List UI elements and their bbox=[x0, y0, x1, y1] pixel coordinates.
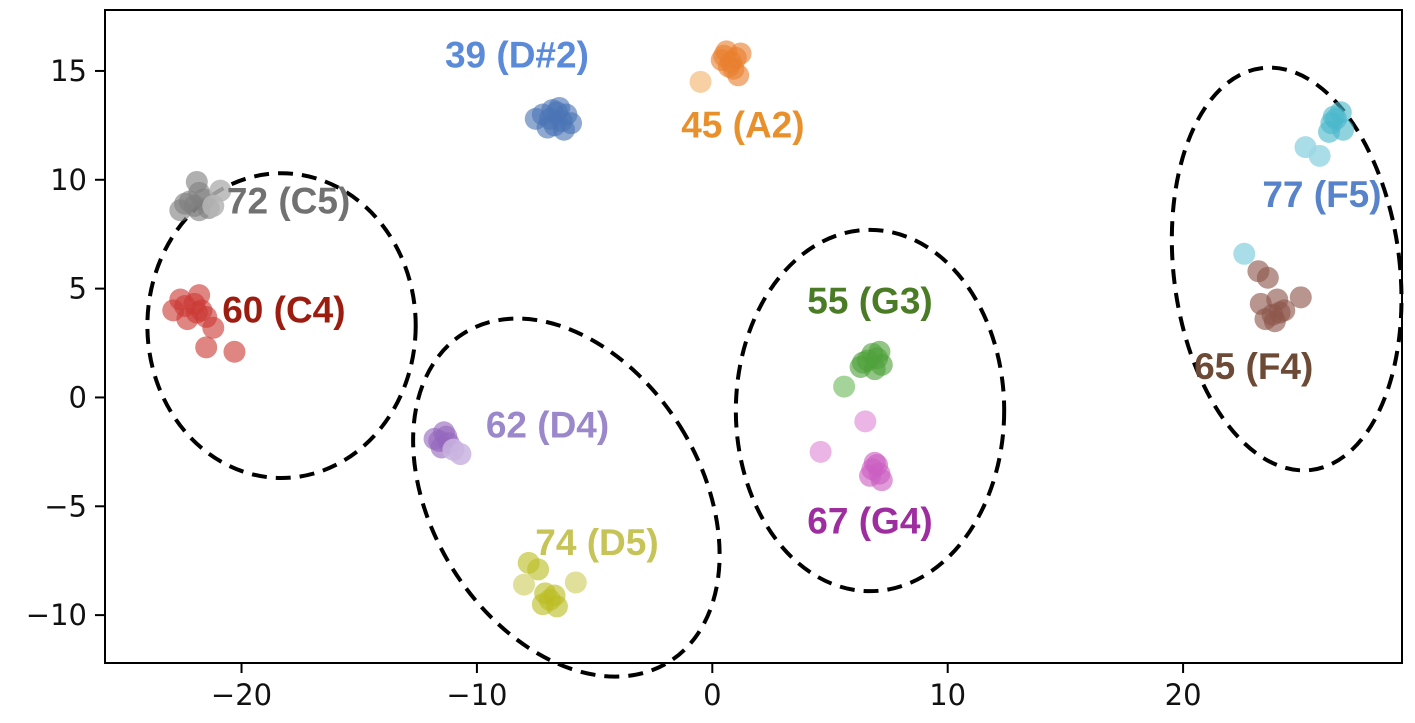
point-65-3 bbox=[1249, 292, 1272, 315]
cluster-label-74: 74 (D5) bbox=[535, 522, 658, 563]
ellipse-layer bbox=[145, 65, 1404, 679]
point-72-10 bbox=[169, 199, 192, 222]
cluster-label-67: 67 (G4) bbox=[807, 500, 932, 541]
plot-frame bbox=[104, 9, 1403, 664]
point-77-7 bbox=[1308, 144, 1331, 167]
x-tick-label-3: 10 bbox=[929, 678, 966, 712]
cluster-ellipse-2 bbox=[411, 316, 722, 679]
y-tick-label-4: 10 bbox=[50, 163, 87, 197]
point-72-9 bbox=[202, 194, 225, 217]
point-77-5 bbox=[1318, 120, 1341, 143]
x-tick-label-2: 0 bbox=[703, 678, 721, 712]
axes-layer: −20 −10 0 10 20 −10 −5 0 5 10 15 bbox=[26, 9, 1403, 712]
y-tick-label-0: −10 bbox=[26, 598, 87, 632]
x-tick-label-0: −20 bbox=[211, 678, 272, 712]
point-67-5 bbox=[866, 453, 889, 476]
point-74-4 bbox=[527, 558, 550, 581]
point-60-8 bbox=[195, 336, 218, 359]
point-39-10 bbox=[553, 118, 576, 141]
point-65-9 bbox=[1263, 310, 1286, 333]
point-62-5 bbox=[432, 421, 455, 444]
point-60-4 bbox=[188, 284, 211, 307]
point-55-7 bbox=[833, 375, 856, 398]
point-67-6 bbox=[809, 440, 832, 463]
x-tick-label-1: −10 bbox=[446, 678, 507, 712]
cluster-label-77: 77 (F5) bbox=[1262, 174, 1381, 215]
cluster-label-layer: 39 (D#2) 45 (A2) 72 (C5) 60 (C4) 62 (D4) 74 (… bbox=[222, 35, 1381, 564]
cluster-label-65: 65 (F4) bbox=[1194, 346, 1313, 387]
point-62-7 bbox=[442, 438, 465, 461]
cluster-label-55: 55 (G3) bbox=[807, 281, 932, 322]
point-60-7 bbox=[202, 316, 225, 339]
point-39-11 bbox=[541, 99, 564, 122]
cluster-label-62: 62 (D4) bbox=[486, 405, 609, 446]
point-74-8 bbox=[543, 584, 566, 607]
y-tick-label-1: −5 bbox=[44, 489, 87, 523]
point-65-7 bbox=[1256, 266, 1279, 289]
point-77-8 bbox=[1233, 242, 1256, 265]
cluster-ellipse-4 bbox=[1169, 65, 1404, 473]
point-60-9 bbox=[223, 340, 246, 363]
point-39-9 bbox=[524, 107, 547, 130]
point-67-7 bbox=[854, 410, 877, 433]
y-tick-label-5: 15 bbox=[50, 54, 87, 88]
point-74-6 bbox=[564, 571, 587, 594]
point-60-11 bbox=[185, 301, 208, 324]
cluster-ellipse-3 bbox=[733, 227, 1007, 594]
point-74-5 bbox=[512, 573, 535, 596]
cluster-label-39: 39 (D#2) bbox=[445, 35, 589, 76]
cluster-label-45: 45 (A2) bbox=[681, 104, 804, 145]
y-tick-label-2: 0 bbox=[69, 380, 87, 414]
cluster-label-72: 72 (C5) bbox=[227, 181, 350, 222]
cluster-ellipse-1 bbox=[145, 171, 418, 480]
point-45-8 bbox=[729, 42, 752, 65]
point-45-9 bbox=[689, 70, 712, 93]
x-tick-label-4: 20 bbox=[1165, 678, 1202, 712]
point-60-10 bbox=[169, 288, 192, 311]
points-layer bbox=[162, 40, 1355, 618]
point-72-7 bbox=[188, 181, 211, 204]
y-tick-label-3: 5 bbox=[69, 272, 87, 306]
point-55-8 bbox=[849, 355, 872, 378]
point-65-5 bbox=[1289, 286, 1312, 309]
cluster-label-60: 60 (C4) bbox=[222, 289, 345, 330]
